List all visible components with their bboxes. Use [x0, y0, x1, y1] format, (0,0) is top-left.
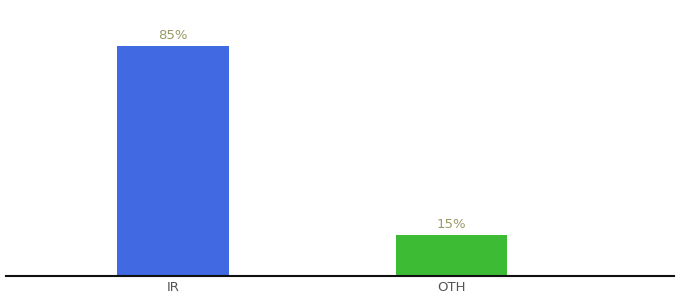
Text: 85%: 85%	[158, 29, 188, 42]
Bar	[117, 46, 228, 276]
Text: 15%: 15%	[437, 218, 466, 231]
Bar	[396, 235, 507, 276]
